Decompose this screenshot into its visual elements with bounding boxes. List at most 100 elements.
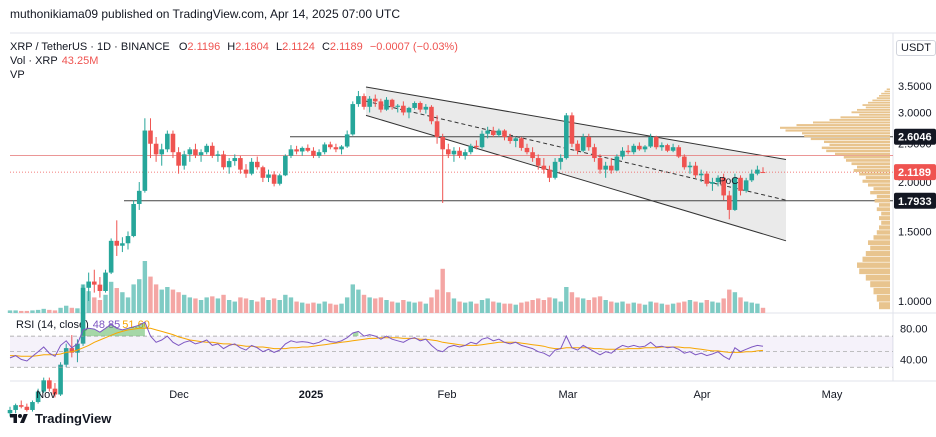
candle-body xyxy=(395,105,401,107)
candle-body xyxy=(682,156,687,168)
volume-bar xyxy=(530,300,535,313)
volume-bar xyxy=(485,298,490,313)
volume-bar xyxy=(221,294,226,313)
volume-bar xyxy=(142,261,148,313)
candle-body xyxy=(743,180,749,191)
candle-body xyxy=(361,96,367,107)
channel-upper-line xyxy=(365,86,787,161)
candle-body xyxy=(642,146,648,150)
volume-profile-bar xyxy=(873,187,890,191)
candle-body xyxy=(176,152,181,166)
volume-bar xyxy=(103,294,108,313)
candle-body xyxy=(254,161,260,168)
volume-bar xyxy=(609,301,614,313)
volume-legend[interactable]: Vol · XRP 43.25M xyxy=(10,55,98,67)
volume-profile-bar xyxy=(873,287,890,295)
candle-body xyxy=(429,106,434,122)
volume-profile-bar xyxy=(884,90,890,93)
volume-bar xyxy=(92,297,97,313)
volume-bar xyxy=(603,300,608,313)
volume-profile-bar xyxy=(859,172,890,176)
volume-bar xyxy=(187,297,193,313)
rsi-legend[interactable]: RSI (14, close) 48.85 51.60 xyxy=(16,319,150,331)
volume-bar xyxy=(755,303,760,313)
candle-body xyxy=(462,152,468,156)
volume-bar xyxy=(7,310,13,313)
volume-profile-bar xyxy=(881,211,890,216)
poc-annotation: PoC xyxy=(719,176,738,187)
volume-profile-bar xyxy=(829,143,890,147)
candle-body xyxy=(30,402,35,410)
candle-body xyxy=(283,155,288,176)
price-tag-bg xyxy=(894,128,936,145)
volume-profile-bar xyxy=(846,159,890,162)
volume-bar xyxy=(13,310,18,313)
volume-bar xyxy=(474,303,479,313)
volume-profile-bar xyxy=(826,149,890,153)
currency-button[interactable]: USDT xyxy=(896,40,936,56)
volume-profile-bar xyxy=(879,216,890,221)
volume-bar xyxy=(198,300,204,313)
volume-bars xyxy=(7,261,766,313)
candle-body xyxy=(204,145,209,153)
tradingview-brand[interactable]: TradingView xyxy=(8,411,111,426)
volume-profile-bar xyxy=(886,88,890,91)
high-label: H xyxy=(227,41,236,53)
volume-profile-bar xyxy=(862,256,890,262)
volume-bar xyxy=(52,310,58,313)
candle-body xyxy=(86,281,91,288)
price-tags: 2.6046 2.1189 1.7933 xyxy=(894,128,936,209)
volume-profile-bar xyxy=(785,129,890,132)
volume-bar xyxy=(125,297,131,313)
volume-bar xyxy=(468,301,473,313)
volume-bar xyxy=(401,300,406,313)
candle-body xyxy=(378,101,384,110)
volume-label: Vol · XRP xyxy=(10,55,58,67)
candle-body xyxy=(648,137,653,147)
close-value: 2.1189 xyxy=(329,41,363,53)
volume-bar xyxy=(255,301,260,313)
volume-bar xyxy=(732,292,738,313)
candle-body xyxy=(726,195,732,210)
candle-body xyxy=(434,121,440,138)
volume-bar xyxy=(153,284,159,313)
volume-bar xyxy=(406,301,412,313)
volume-bar xyxy=(558,301,563,313)
volume-bar xyxy=(586,300,591,313)
volume-bar xyxy=(159,289,164,313)
candle-body xyxy=(468,145,474,153)
volume-bar xyxy=(659,303,665,313)
rsi-line xyxy=(9,321,764,362)
volume-bar xyxy=(642,304,648,313)
vp-legend[interactable]: VP xyxy=(10,69,25,81)
volume-profile-bar xyxy=(862,179,890,183)
candle-body xyxy=(417,102,423,110)
volume-bar xyxy=(519,302,524,313)
candle-body xyxy=(412,102,417,108)
volume-bar xyxy=(19,310,24,313)
volume-bar xyxy=(193,298,198,313)
channel-mid-line xyxy=(365,100,787,201)
volume-bar xyxy=(378,297,384,313)
volume-bar xyxy=(496,302,502,313)
volume-bar xyxy=(665,304,670,313)
candle-body xyxy=(631,145,637,153)
volume-bar xyxy=(24,310,30,313)
candle-body xyxy=(760,172,766,174)
volume-profile-bar xyxy=(862,104,890,106)
volume-bar xyxy=(631,302,636,313)
candle-body xyxy=(148,130,153,144)
volume-bar xyxy=(749,302,754,313)
candle-body xyxy=(97,284,103,291)
volume-bar xyxy=(569,292,575,313)
symbol-name[interactable]: XRP / TetherUS · 1D · BINANCE xyxy=(10,41,170,53)
volume-bar xyxy=(350,284,355,313)
time-axis[interactable]: Nov Dec 2025 Feb Mar Apr May xyxy=(36,389,843,401)
volume-bar xyxy=(637,303,642,313)
candle-body xyxy=(198,152,204,156)
candle-body xyxy=(339,146,344,150)
volume-bar xyxy=(434,289,440,313)
volume-profile-bar xyxy=(876,97,890,99)
